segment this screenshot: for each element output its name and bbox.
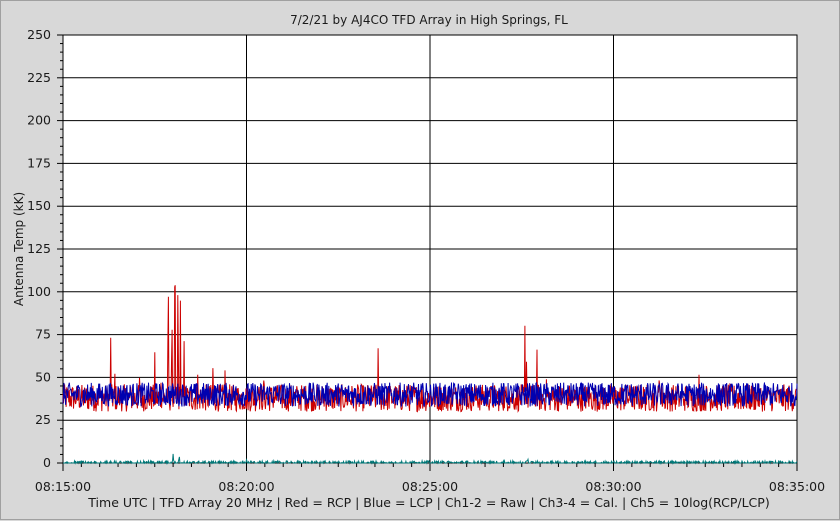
y-tick-label: 125: [27, 241, 51, 256]
series-ratio: [63, 453, 798, 465]
y-tick-label: 25: [35, 412, 51, 427]
x-axis-label: Time UTC | TFD Array 20 MHz | Red = RCP …: [87, 495, 769, 510]
y-tick-label: 50: [35, 369, 51, 384]
x-axis-ticks: 08:15:00 08:20:00 08:25:00 08:30:00 08:35:00: [35, 479, 825, 494]
y-tick-label: 200: [27, 113, 51, 128]
y-tick-label: 0: [43, 455, 51, 470]
y-tick-label: 175: [27, 155, 51, 170]
x-tick-label: 08:15:00: [35, 479, 91, 494]
x-tick-label: 08:20:00: [218, 479, 274, 494]
chart-title: 7/2/21 by AJ4CO TFD Array in High Spring…: [290, 13, 568, 27]
x-tick-label: 08:30:00: [585, 479, 641, 494]
y-tick-label: 225: [27, 70, 51, 85]
y-tick-label: 100: [27, 284, 51, 299]
grid: [63, 35, 797, 463]
y-tick-label: 75: [35, 327, 51, 342]
x-tick-label: 08:35:00: [769, 479, 825, 494]
y-tick-label: 150: [27, 198, 51, 213]
y-axis-label: Antenna Temp (kK): [12, 192, 26, 306]
y-axis-ticks: 0 25 50 75 100 125 150 175 200 225 250: [27, 27, 51, 470]
series-lcp: [62, 381, 798, 408]
series-layer: [62, 285, 798, 465]
minor-ticks: [57, 34, 798, 471]
y-tick-label: 250: [27, 27, 51, 42]
x-tick-label: 08:25:00: [402, 479, 458, 494]
